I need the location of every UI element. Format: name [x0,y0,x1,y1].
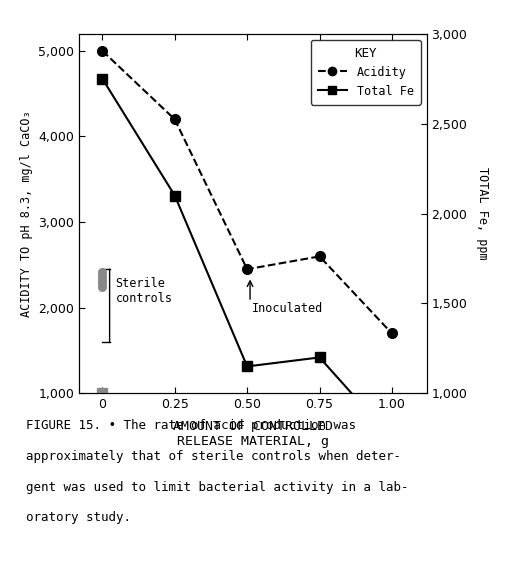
Text: approximately that of sterile controls when deter-: approximately that of sterile controls w… [26,450,401,463]
X-axis label: AMOUNT OF CONTROLLED
RELEASE MATERIAL, g: AMOUNT OF CONTROLLED RELEASE MATERIAL, g [173,420,333,447]
Y-axis label: TOTAL Fe, ppm: TOTAL Fe, ppm [476,167,489,260]
Text: Inoculated: Inoculated [251,302,323,315]
Legend: Acidity, Total Fe: Acidity, Total Fe [311,40,421,105]
Text: oratory study.: oratory study. [26,511,130,524]
Text: gent was used to limit bacterial activity in a lab-: gent was used to limit bacterial activit… [26,481,408,493]
Text: FIGURE 15. • The rate of acid production was: FIGURE 15. • The rate of acid production… [26,419,356,432]
Text: Sterile
controls: Sterile controls [115,277,172,305]
Y-axis label: ACIDITY TO pH 8.3, mg/l CaCO₃: ACIDITY TO pH 8.3, mg/l CaCO₃ [20,110,33,317]
